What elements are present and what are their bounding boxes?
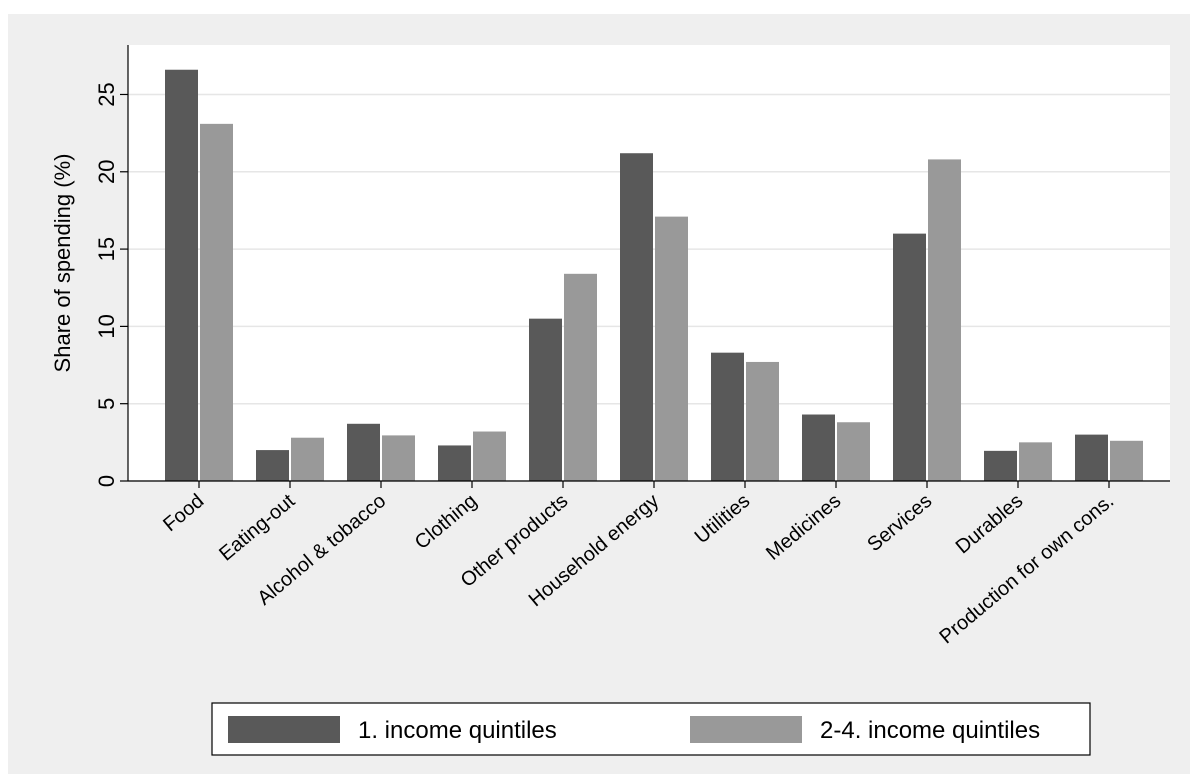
y-tick-label: 25 [94,82,119,106]
bar [473,431,506,481]
bar [1110,440,1143,481]
legend-box [211,702,1091,756]
bar [1019,442,1052,481]
bar [200,123,233,481]
bar [893,233,926,481]
bar [382,435,415,481]
y-tick-label: 10 [94,314,119,338]
bar [746,361,779,481]
bar [620,153,653,482]
bar [564,273,597,481]
bar [655,216,688,482]
bar [711,352,744,481]
legend-label: 1. income quintiles [358,717,557,744]
bar [984,450,1017,481]
bar [438,445,471,481]
bar [291,437,324,481]
y-axis-label: Share of spending (%) [50,154,75,373]
legend-swatch [228,716,340,743]
bar [529,318,562,481]
bar [165,69,198,482]
bar [802,414,835,481]
bar [837,422,870,481]
legend-swatch [690,716,802,743]
y-tick-label: 20 [94,160,119,184]
legend-label: 2-4. income quintiles [820,717,1040,744]
bar [1075,434,1108,481]
y-tick-label: 5 [94,398,119,410]
bar [347,423,380,481]
bar [256,450,289,481]
bar [928,159,961,481]
y-tick-label: 15 [94,237,119,261]
y-tick-label: 0 [94,475,119,487]
